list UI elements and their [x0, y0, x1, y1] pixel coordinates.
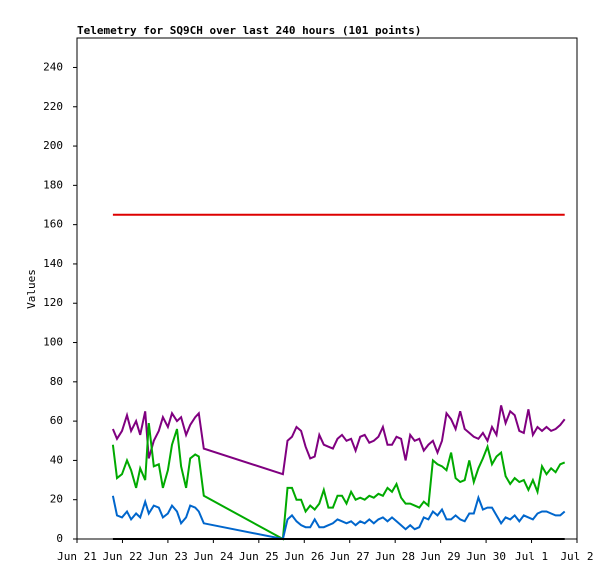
x-tick-label: Jun 21 — [57, 550, 97, 563]
y-tick-label: 160 — [43, 218, 63, 231]
x-tick-label: Jun 24 — [193, 550, 233, 563]
x-tick-label: Jun 28 — [375, 550, 415, 563]
y-tick-label: 20 — [50, 493, 63, 506]
y-tick-label: 180 — [43, 178, 63, 191]
series-line — [111, 422, 566, 541]
x-tick-label: Jul 2 — [560, 550, 593, 563]
x-tick-label: Jun 27 — [330, 550, 370, 563]
y-tick-label: 60 — [50, 414, 63, 427]
series-line — [111, 405, 566, 476]
y-tick-label: 140 — [43, 257, 63, 270]
x-tick-label: Jun 29 — [421, 550, 461, 563]
chart-title: Telemetry for SQ9CH over last 240 hours … — [77, 24, 421, 37]
x-tick-label: Jun 26 — [284, 550, 324, 563]
y-tick-label: 220 — [43, 100, 63, 113]
y-tick-label: 0 — [56, 532, 63, 545]
y-tick-label: 100 — [43, 336, 63, 349]
y-tick-label: 240 — [43, 60, 63, 73]
y-tick-label: 80 — [50, 375, 63, 388]
y-axis-label: Values — [25, 269, 38, 309]
y-tick-label: 40 — [50, 453, 63, 466]
series-line — [111, 494, 566, 541]
x-tick-label: Jul 1 — [515, 550, 548, 563]
y-tick-label: 120 — [43, 296, 63, 309]
x-tick-label: Jun 30 — [466, 550, 506, 563]
x-tick-label: Jun 25 — [239, 550, 279, 563]
x-tick-label: Jun 23 — [148, 550, 188, 563]
x-tick-label: Jun 22 — [103, 550, 143, 563]
y-tick-label: 200 — [43, 139, 63, 152]
plot-frame — [76, 37, 578, 540]
